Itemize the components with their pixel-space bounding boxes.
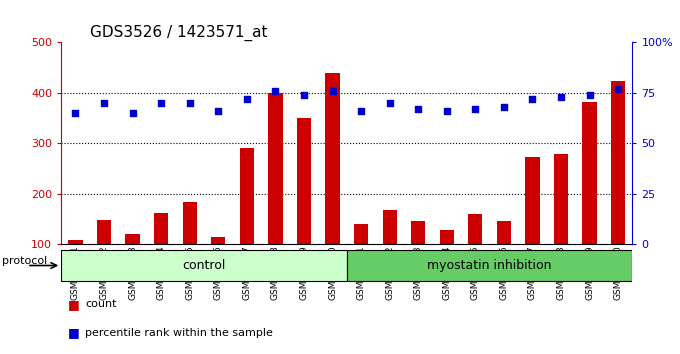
- Point: [613, 86, 624, 92]
- Bar: [468, 214, 482, 244]
- Point: [441, 108, 452, 114]
- Text: protocol: protocol: [2, 256, 48, 266]
- Bar: [496, 221, 511, 244]
- Bar: [325, 73, 339, 244]
- Bar: [382, 210, 396, 244]
- Point: [413, 106, 424, 112]
- Point: [498, 104, 509, 110]
- Text: GDS3526 / 1423571_at: GDS3526 / 1423571_at: [90, 25, 267, 41]
- Bar: [154, 213, 168, 244]
- Bar: [411, 221, 425, 244]
- Point: [299, 92, 309, 98]
- Bar: [611, 81, 625, 244]
- Bar: [354, 224, 368, 244]
- Text: percentile rank within the sample: percentile rank within the sample: [85, 328, 273, 338]
- Point: [213, 108, 224, 114]
- Bar: [525, 157, 539, 244]
- Point: [70, 110, 81, 116]
- Point: [556, 94, 566, 100]
- Point: [470, 106, 481, 112]
- Bar: [582, 102, 596, 244]
- Text: myostatin inhibition: myostatin inhibition: [427, 259, 552, 272]
- Bar: [554, 154, 568, 244]
- Point: [327, 88, 338, 94]
- Bar: [68, 240, 82, 244]
- Bar: [211, 237, 225, 244]
- Point: [584, 92, 595, 98]
- Bar: [97, 220, 111, 244]
- Bar: [182, 202, 197, 244]
- Point: [156, 100, 167, 106]
- Point: [270, 88, 281, 94]
- Text: count: count: [85, 299, 116, 309]
- Bar: [125, 234, 139, 244]
- Point: [127, 110, 138, 116]
- Bar: [296, 118, 311, 244]
- Point: [384, 100, 395, 106]
- Point: [184, 100, 195, 106]
- Text: ■: ■: [68, 326, 80, 339]
- Bar: [239, 148, 254, 244]
- Bar: [268, 93, 282, 244]
- Text: ■: ■: [68, 298, 80, 311]
- Bar: [439, 230, 454, 244]
- FancyBboxPatch shape: [347, 250, 632, 281]
- Point: [99, 100, 109, 106]
- Point: [356, 108, 367, 114]
- Point: [527, 96, 538, 102]
- Point: [241, 96, 252, 102]
- Text: control: control: [182, 259, 226, 272]
- FancyBboxPatch shape: [61, 250, 347, 281]
